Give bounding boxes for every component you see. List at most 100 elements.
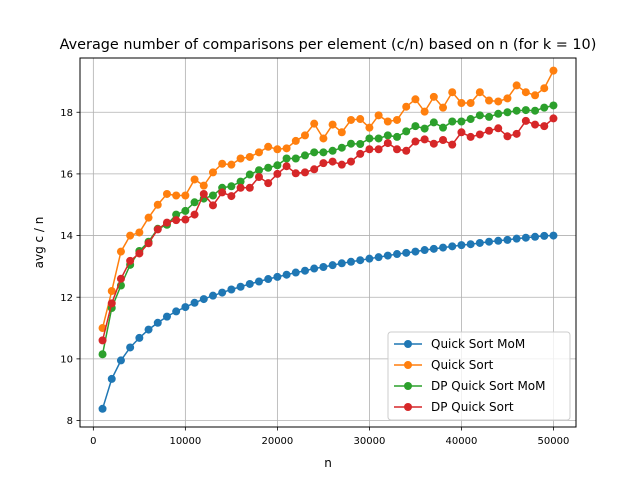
legend-marker xyxy=(404,340,412,348)
legend-item: DP Quick Sort MoM xyxy=(394,379,546,393)
data-point xyxy=(300,131,309,140)
data-point xyxy=(300,168,309,177)
data-point xyxy=(485,112,494,121)
data-point xyxy=(245,152,254,161)
data-point xyxy=(254,172,263,181)
data-point xyxy=(429,139,438,148)
data-point xyxy=(218,288,227,297)
data-point xyxy=(153,225,162,234)
data-point xyxy=(503,235,512,244)
data-point xyxy=(411,137,420,146)
data-point xyxy=(153,200,162,209)
data-point xyxy=(420,107,429,116)
data-point xyxy=(374,111,383,120)
data-point xyxy=(402,127,411,136)
legend-marker xyxy=(404,403,412,411)
data-point xyxy=(549,66,558,75)
x-tick-label: 0 xyxy=(90,436,96,447)
data-point xyxy=(540,103,549,112)
data-point xyxy=(282,162,291,171)
data-point xyxy=(439,136,448,144)
y-tick-label: 12 xyxy=(60,293,73,304)
data-point xyxy=(310,119,319,128)
data-point xyxy=(429,92,438,101)
legend-box xyxy=(387,331,571,421)
data-point xyxy=(199,181,208,190)
data-point xyxy=(208,168,217,177)
data-point xyxy=(282,144,291,153)
data-point xyxy=(135,228,144,237)
data-point xyxy=(411,122,420,131)
data-point xyxy=(512,129,521,138)
data-point xyxy=(494,109,503,118)
data-point xyxy=(310,148,319,157)
data-point xyxy=(374,145,383,154)
data-point xyxy=(273,161,282,170)
data-point xyxy=(319,148,328,157)
data-point xyxy=(494,236,503,245)
series-quick-sort xyxy=(98,66,558,333)
data-point xyxy=(310,264,319,273)
data-point xyxy=(540,84,549,93)
data-point xyxy=(245,170,254,179)
data-point xyxy=(503,132,512,141)
data-point xyxy=(521,106,530,115)
data-point xyxy=(531,91,540,100)
data-point xyxy=(162,218,171,227)
data-point xyxy=(439,103,448,112)
data-point xyxy=(383,251,392,260)
data-point xyxy=(172,210,181,219)
data-point xyxy=(393,250,402,259)
data-point xyxy=(429,118,438,127)
data-point xyxy=(291,268,300,277)
data-point xyxy=(457,99,466,108)
data-point xyxy=(300,266,309,275)
data-point xyxy=(98,404,107,413)
data-point xyxy=(383,117,392,126)
data-point xyxy=(356,140,365,149)
series-dp-quick-sort-mom xyxy=(98,101,558,359)
data-point xyxy=(521,233,530,242)
data-point xyxy=(172,191,181,200)
data-point xyxy=(116,247,125,256)
data-point xyxy=(374,253,383,262)
series-dp-quick-sort xyxy=(98,114,558,345)
data-point xyxy=(549,231,558,240)
data-point xyxy=(199,189,208,198)
data-point xyxy=(494,124,503,133)
data-point xyxy=(190,210,199,219)
data-point xyxy=(457,241,466,250)
data-point xyxy=(328,261,337,270)
data-point xyxy=(190,198,199,207)
data-point xyxy=(135,249,144,258)
data-point xyxy=(521,88,530,97)
y-tick-label: 14 xyxy=(60,231,73,242)
data-point xyxy=(347,257,356,266)
data-point xyxy=(273,169,282,178)
data-point xyxy=(236,282,245,291)
data-point xyxy=(365,254,374,263)
data-point xyxy=(531,106,540,115)
data-point xyxy=(236,183,245,192)
data-point xyxy=(356,149,365,158)
data-point xyxy=(319,263,328,272)
data-point xyxy=(254,166,263,175)
data-point xyxy=(549,101,558,110)
data-point xyxy=(264,275,273,284)
data-point xyxy=(393,115,402,124)
data-point xyxy=(448,242,457,251)
data-point xyxy=(420,135,429,144)
legend-label: Quick Sort MoM xyxy=(431,337,525,351)
data-point xyxy=(402,248,411,257)
data-point xyxy=(356,115,365,124)
data-point xyxy=(190,298,199,307)
x-tick-label: 30000 xyxy=(354,436,386,447)
data-point xyxy=(107,374,116,383)
data-point xyxy=(245,183,254,192)
data-point xyxy=(162,189,171,198)
y-axis-label: avg c / n xyxy=(32,217,46,269)
data-point xyxy=(393,145,402,154)
chart-title: Average number of comparisons per elemen… xyxy=(60,37,597,53)
legend-label: Quick Sort xyxy=(431,358,494,372)
